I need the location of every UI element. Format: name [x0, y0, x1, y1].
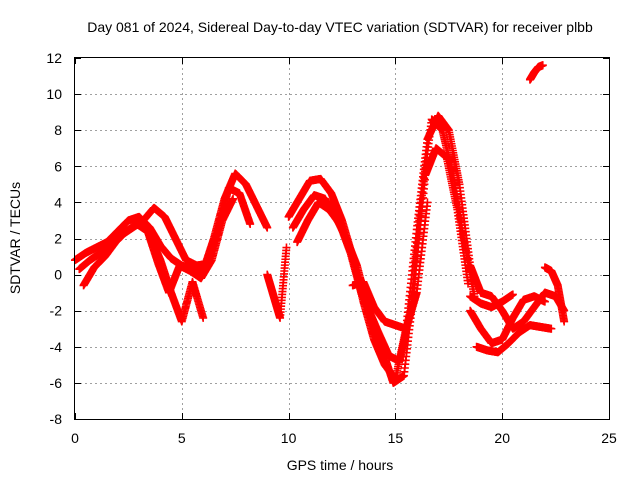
y-tick-label: 12: [46, 50, 62, 66]
y-tick-label: -8: [50, 411, 63, 427]
data-layer: [71, 61, 569, 387]
y-tick-label: -6: [50, 375, 63, 391]
series-track-7: [288, 115, 479, 366]
series-track-1: [71, 169, 272, 275]
y-tick-label: 4: [54, 194, 62, 210]
y-tick-labels: -8 -6 -4 -2 0 2 4 6 8 10 12: [46, 50, 62, 427]
y-axis-label: SDTVAR / TECUs: [7, 182, 23, 294]
chart-title: Day 081 of 2024, Sidereal Day-to-day VTE…: [87, 19, 593, 35]
x-tick-label: 5: [178, 430, 186, 446]
series-track-9: [348, 198, 432, 333]
x-tick-label: 10: [281, 430, 297, 446]
y-tick-label: 0: [54, 267, 62, 283]
series-track-15: [525, 61, 547, 84]
data-point: [246, 220, 255, 229]
y-tick-label: 2: [54, 231, 62, 247]
data-point: [229, 194, 238, 203]
x-tick-labels: 0 5 10 15 20 25: [71, 430, 617, 446]
series-track-10: [466, 292, 549, 348]
x-tick-label: 15: [388, 430, 404, 446]
x-tick-label: 0: [71, 430, 79, 446]
y-tick-label: -4: [50, 339, 63, 355]
y-tick-label: 8: [54, 122, 62, 138]
y-tick-label: 6: [54, 158, 62, 174]
data-point: [464, 279, 473, 288]
x-tick-label: 25: [601, 430, 617, 446]
data-point: [423, 198, 432, 207]
y-tick-label: 10: [46, 86, 62, 102]
x-tick-label: 20: [494, 430, 510, 446]
data-point: [199, 313, 208, 322]
grid: [75, 58, 609, 419]
data-point: [263, 223, 272, 232]
series-track-8: [293, 144, 473, 387]
data-point: [282, 243, 291, 252]
x-axis-label: GPS time / hours: [287, 457, 394, 473]
series-track-4: [145, 230, 208, 326]
series-track-5: [263, 243, 291, 322]
y-tick-label: -2: [50, 303, 63, 319]
